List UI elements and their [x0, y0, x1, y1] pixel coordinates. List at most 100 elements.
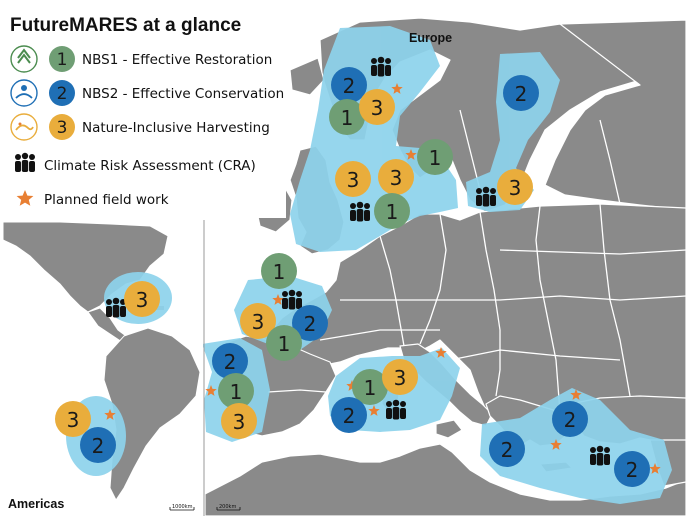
- site-harvest-6: 3: [335, 161, 371, 197]
- site-circle: [329, 99, 365, 135]
- site-circle: [614, 451, 650, 487]
- site-circle: [503, 75, 539, 111]
- site-nbs2-12: 2: [292, 305, 328, 341]
- site-circle: [352, 369, 388, 405]
- site-number: 3: [136, 288, 149, 312]
- harvest-symbol: [49, 114, 75, 140]
- site-circle: [240, 303, 276, 339]
- site-circle: [331, 67, 367, 103]
- cra-marker-7: [106, 297, 126, 318]
- europe-label: Europe: [409, 31, 452, 45]
- site-number: 2: [224, 350, 237, 374]
- site-nbs2-20: 2: [552, 401, 588, 437]
- site-circle: [212, 343, 248, 379]
- site-harvest-16: 3: [221, 403, 257, 439]
- north-africa: [204, 443, 686, 516]
- nbs2-label: NBS2 - Effective Conservation: [82, 86, 284, 102]
- europe-scale-bar: 200km: [216, 504, 241, 511]
- site-circle: [266, 325, 302, 361]
- site-circle: [374, 193, 410, 229]
- harvesting-icon: [10, 113, 38, 141]
- site-number: 1: [429, 146, 442, 170]
- fieldwork-star-5: [346, 380, 358, 391]
- svg-text:1000km: 1000km: [172, 504, 193, 510]
- site-number: 2: [92, 434, 105, 458]
- nbs2-symbol: [49, 80, 75, 106]
- star-icon: [16, 190, 34, 206]
- restoration-icon: [10, 45, 38, 73]
- site-circle: [335, 161, 371, 197]
- site-harvest-23: 3: [124, 281, 160, 317]
- cra-marker-4: [282, 289, 302, 310]
- site-harvest-18: 3: [382, 359, 418, 395]
- site-circle: [417, 139, 453, 175]
- cra-markers: [106, 56, 610, 466]
- site-circle: [359, 89, 395, 125]
- fieldwork-star-2: [405, 149, 417, 160]
- cra-marker-5: [386, 399, 406, 420]
- site-number: 3: [67, 408, 80, 432]
- site-number: 1: [278, 332, 291, 356]
- site-circle: [378, 159, 414, 195]
- site-nbs1-2: 1: [329, 99, 365, 135]
- site-nbs2-25: 2: [80, 427, 116, 463]
- site-nbs2-4: 2: [503, 75, 539, 111]
- nbs1-label: NBS1 - Effective Restoration: [82, 52, 272, 68]
- site-nbs2-22: 2: [614, 451, 650, 487]
- site-circle: [218, 373, 254, 409]
- site-circle: [80, 427, 116, 463]
- site-number: 2: [515, 82, 528, 106]
- site-circle: [552, 401, 588, 437]
- site-number: 1: [230, 380, 243, 404]
- norway-coast-piece: [289, 57, 325, 96]
- cra-marker-3: [476, 186, 496, 207]
- site-harvest-11: 3: [240, 303, 276, 339]
- fieldwork-stars: [104, 83, 661, 474]
- fieldwork-star-4: [205, 385, 217, 396]
- site-nbs1-17: 1: [352, 369, 388, 405]
- legend: 1 NBS1 - Effective Restoration 2 NBS2 - …: [10, 45, 284, 208]
- site-nbs2-21: 2: [489, 431, 525, 467]
- site-number: 3: [347, 168, 360, 192]
- site-circle: [489, 431, 525, 467]
- harvest-number: 3: [57, 118, 68, 138]
- nbs2-number: 2: [57, 84, 68, 104]
- fieldwork-star-11: [104, 409, 116, 420]
- nbs1-symbol: [49, 46, 75, 72]
- site-number: 3: [394, 366, 407, 390]
- site-circle: [382, 359, 418, 395]
- sicily: [435, 419, 463, 439]
- site-circle: [261, 253, 297, 289]
- americas-label: Americas: [8, 497, 64, 511]
- legend-row-nbs1: 1 NBS1 - Effective Restoration: [10, 45, 272, 73]
- site-nbs1-10: 1: [261, 253, 297, 289]
- conservation-icon: [10, 79, 38, 107]
- site-nbs2-19: 2: [331, 397, 367, 433]
- fieldwork-star-9: [550, 439, 562, 450]
- site-number: 3: [390, 166, 403, 190]
- site-number: 1: [341, 106, 354, 130]
- site-number: 3: [509, 176, 522, 200]
- americas-inset: [2, 220, 205, 516]
- fieldwork-star-6: [368, 405, 380, 416]
- site-number: 2: [343, 74, 356, 98]
- legend-row-harvest: 3 Nature-Inclusive Harvesting: [10, 113, 270, 141]
- harvest-label: Nature-Inclusive Harvesting: [82, 120, 270, 136]
- site-circle: [124, 281, 160, 317]
- site-circle: [221, 403, 257, 439]
- site-nbs1-13: 1: [266, 325, 302, 361]
- site-number: 3: [252, 310, 265, 334]
- people-icon: [15, 152, 35, 172]
- site-number: 2: [501, 438, 514, 462]
- site-number: 1: [273, 260, 286, 284]
- site-circle: [497, 169, 533, 205]
- site-circle: [331, 397, 367, 433]
- country-borders: [267, 109, 686, 413]
- legend-background: [0, 0, 286, 218]
- nbs1-number: 1: [57, 50, 68, 70]
- site-nbs2-14: 2: [212, 343, 248, 379]
- figure-title: FutureMARES at a glance: [10, 15, 241, 36]
- fieldwork-star-3: [272, 294, 284, 305]
